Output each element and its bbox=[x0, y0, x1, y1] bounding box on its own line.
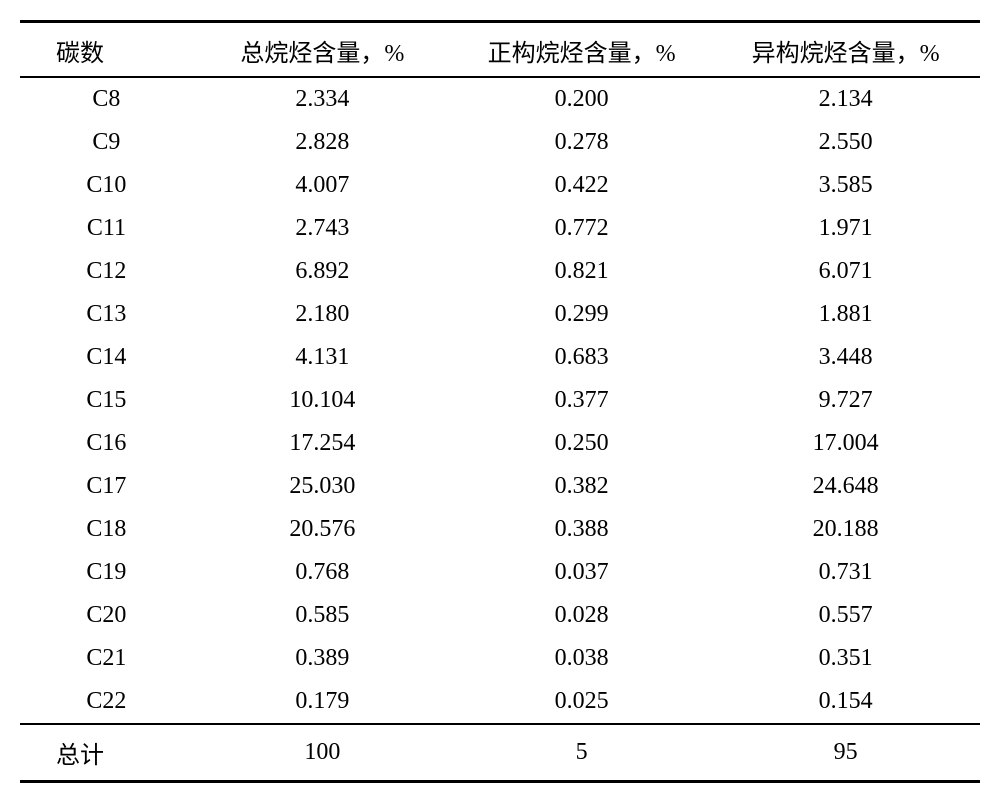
cell: 2.334 bbox=[193, 77, 452, 121]
cell: 2.550 bbox=[711, 121, 980, 164]
cell: C16 bbox=[20, 422, 193, 465]
cell: 0.250 bbox=[452, 422, 711, 465]
cell: 17.254 bbox=[193, 422, 452, 465]
table-row: C1510.1040.3779.727 bbox=[20, 379, 980, 422]
cell: 3.585 bbox=[711, 164, 980, 207]
cell: C11 bbox=[20, 207, 193, 250]
footer-total: 100 bbox=[193, 724, 452, 782]
table-row: C82.3340.2002.134 bbox=[20, 77, 980, 121]
cell: 0.382 bbox=[452, 465, 711, 508]
cell: 2.743 bbox=[193, 207, 452, 250]
cell: 24.648 bbox=[711, 465, 980, 508]
cell: 0.377 bbox=[452, 379, 711, 422]
table-header: 碳数 总烷烃含量，% 正构烷烃含量，% 异构烷烃含量，% bbox=[20, 22, 980, 78]
cell: 0.038 bbox=[452, 637, 711, 680]
table-container: 碳数 总烷烃含量，% 正构烷烃含量，% 异构烷烃含量，% C82.3340.20… bbox=[20, 20, 980, 783]
table-row: C220.1790.0250.154 bbox=[20, 680, 980, 724]
cell: C18 bbox=[20, 508, 193, 551]
cell: 4.131 bbox=[193, 336, 452, 379]
cell: 0.025 bbox=[452, 680, 711, 724]
cell: 4.007 bbox=[193, 164, 452, 207]
cell: 0.768 bbox=[193, 551, 452, 594]
cell: 0.821 bbox=[452, 250, 711, 293]
table-row: C200.5850.0280.557 bbox=[20, 594, 980, 637]
cell: 25.030 bbox=[193, 465, 452, 508]
cell: 20.188 bbox=[711, 508, 980, 551]
table-row: C190.7680.0370.731 bbox=[20, 551, 980, 594]
cell: 0.585 bbox=[193, 594, 452, 637]
table-body: C82.3340.2002.134C92.8280.2782.550C104.0… bbox=[20, 77, 980, 724]
cell: 0.388 bbox=[452, 508, 711, 551]
cell: 0.422 bbox=[452, 164, 711, 207]
cell: 0.299 bbox=[452, 293, 711, 336]
table-row: C104.0070.4223.585 bbox=[20, 164, 980, 207]
cell: C22 bbox=[20, 680, 193, 724]
table-row: C1617.2540.25017.004 bbox=[20, 422, 980, 465]
cell: C14 bbox=[20, 336, 193, 379]
cell: 0.278 bbox=[452, 121, 711, 164]
footer-row: 总计 100 5 95 bbox=[20, 724, 980, 782]
cell: 0.557 bbox=[711, 594, 980, 637]
cell: C20 bbox=[20, 594, 193, 637]
cell: 0.731 bbox=[711, 551, 980, 594]
cell: C10 bbox=[20, 164, 193, 207]
cell: 0.389 bbox=[193, 637, 452, 680]
cell: 0.028 bbox=[452, 594, 711, 637]
table-row: C132.1800.2991.881 bbox=[20, 293, 980, 336]
table-row: C1820.5760.38820.188 bbox=[20, 508, 980, 551]
col-header-carbon: 碳数 bbox=[20, 22, 193, 78]
table-row: C210.3890.0380.351 bbox=[20, 637, 980, 680]
alkane-table: 碳数 总烷烃含量，% 正构烷烃含量，% 异构烷烃含量，% C82.3340.20… bbox=[20, 20, 980, 783]
cell: C21 bbox=[20, 637, 193, 680]
footer-label: 总计 bbox=[20, 724, 193, 782]
cell: C8 bbox=[20, 77, 193, 121]
cell: 0.179 bbox=[193, 680, 452, 724]
cell: 3.448 bbox=[711, 336, 980, 379]
cell: 0.200 bbox=[452, 77, 711, 121]
cell: C19 bbox=[20, 551, 193, 594]
cell: 10.104 bbox=[193, 379, 452, 422]
cell: 2.134 bbox=[711, 77, 980, 121]
cell: C13 bbox=[20, 293, 193, 336]
cell: 1.881 bbox=[711, 293, 980, 336]
header-row: 碳数 总烷烃含量，% 正构烷烃含量，% 异构烷烃含量，% bbox=[20, 22, 980, 78]
cell: 0.154 bbox=[711, 680, 980, 724]
cell: 0.351 bbox=[711, 637, 980, 680]
cell: C15 bbox=[20, 379, 193, 422]
cell: 20.576 bbox=[193, 508, 452, 551]
col-header-total: 总烷烃含量，% bbox=[193, 22, 452, 78]
cell: C17 bbox=[20, 465, 193, 508]
cell: 6.071 bbox=[711, 250, 980, 293]
table-row: C144.1310.6833.448 bbox=[20, 336, 980, 379]
table-row: C126.8920.8216.071 bbox=[20, 250, 980, 293]
cell: 2.180 bbox=[193, 293, 452, 336]
cell: 6.892 bbox=[193, 250, 452, 293]
col-header-iso: 异构烷烃含量，% bbox=[711, 22, 980, 78]
cell: 2.828 bbox=[193, 121, 452, 164]
footer-normal: 5 bbox=[452, 724, 711, 782]
cell: 0.772 bbox=[452, 207, 711, 250]
footer-iso: 95 bbox=[711, 724, 980, 782]
cell: C9 bbox=[20, 121, 193, 164]
table-row: C112.7430.7721.971 bbox=[20, 207, 980, 250]
cell: 0.037 bbox=[452, 551, 711, 594]
table-footer: 总计 100 5 95 bbox=[20, 724, 980, 782]
cell: C12 bbox=[20, 250, 193, 293]
cell: 9.727 bbox=[711, 379, 980, 422]
cell: 1.971 bbox=[711, 207, 980, 250]
col-header-normal: 正构烷烃含量，% bbox=[452, 22, 711, 78]
table-row: C92.8280.2782.550 bbox=[20, 121, 980, 164]
cell: 17.004 bbox=[711, 422, 980, 465]
table-row: C1725.0300.38224.648 bbox=[20, 465, 980, 508]
cell: 0.683 bbox=[452, 336, 711, 379]
